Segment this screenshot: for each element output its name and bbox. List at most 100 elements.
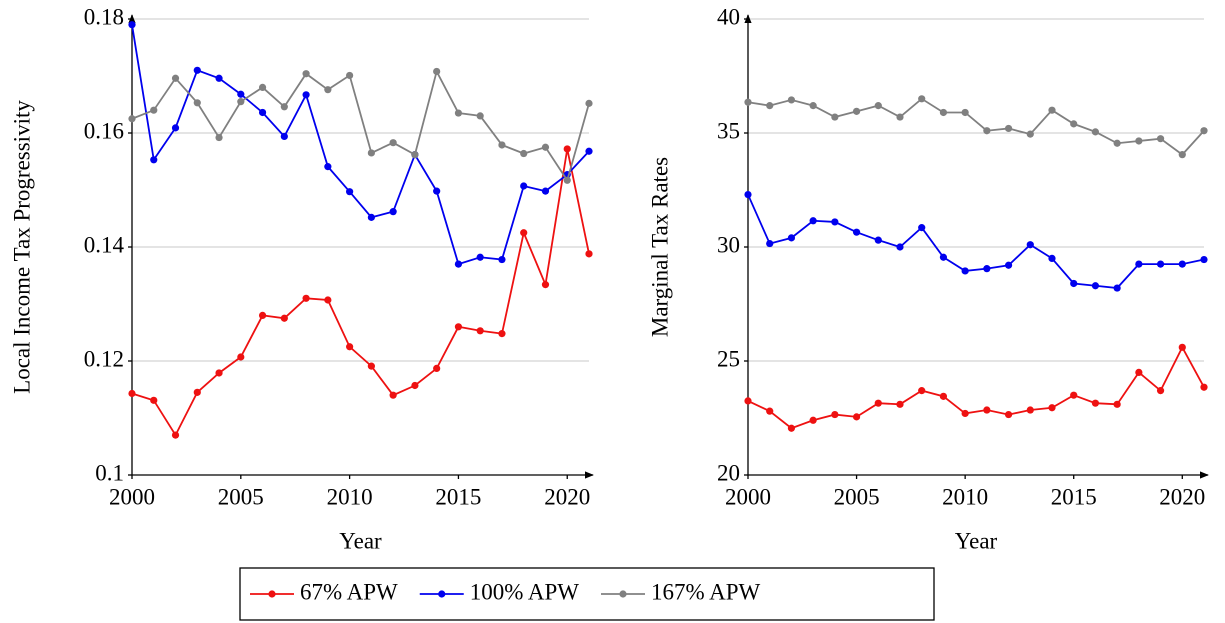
- data-point: [454, 260, 463, 268]
- legend-marker: [268, 590, 276, 598]
- series-line: [747, 97, 1205, 156]
- y-tick-label: 0.14: [84, 232, 125, 257]
- y-tick-label: 0.16: [84, 118, 124, 143]
- data-point: [171, 74, 180, 82]
- data-point: [541, 281, 550, 289]
- data-point: [215, 369, 223, 377]
- data-point: [128, 389, 136, 398]
- y-tick-label: 0.1: [95, 460, 124, 485]
- data-point: [918, 387, 926, 395]
- data-point: [1048, 404, 1056, 412]
- x-tick-label: 2000: [109, 484, 155, 509]
- data-point: [280, 132, 288, 141]
- data-point: [346, 71, 354, 80]
- data-point: [896, 400, 904, 408]
- data-point: [389, 391, 397, 399]
- data-point: [258, 83, 267, 91]
- data-point: [896, 113, 904, 121]
- data-point: [563, 145, 571, 153]
- data-point: [171, 431, 180, 439]
- x-tick-label: 2015: [1051, 484, 1097, 509]
- data-point: [193, 388, 201, 396]
- x-tick-label: 2005: [834, 484, 880, 509]
- data-point: [766, 407, 774, 415]
- y-axis-label: Local Income Tax Progressivity: [9, 100, 34, 394]
- data-point: [454, 323, 463, 331]
- data-point: [498, 141, 506, 149]
- data-point: [193, 66, 201, 74]
- x-axis-label: Year: [955, 528, 998, 553]
- data-point: [367, 149, 375, 157]
- legend-marker: [438, 590, 446, 598]
- data-point: [1026, 406, 1034, 414]
- data-point: [498, 255, 506, 264]
- data-point: [1091, 128, 1100, 136]
- data-point: [939, 108, 948, 117]
- data-point: [128, 115, 136, 123]
- y-tick-label: 40: [717, 4, 740, 29]
- data-point: [1004, 410, 1013, 419]
- y-tick-label: 0.18: [84, 4, 124, 29]
- data-point: [1048, 106, 1056, 114]
- data-point: [809, 416, 817, 424]
- data-point: [389, 208, 397, 216]
- data-point: [193, 99, 201, 107]
- data-point: [346, 343, 354, 351]
- y-tick-label: 25: [717, 346, 740, 371]
- data-point: [302, 294, 310, 302]
- data-point: [215, 133, 223, 142]
- data-point: [520, 229, 528, 237]
- data-point: [476, 327, 484, 335]
- data-point: [983, 265, 991, 273]
- data-point: [1026, 241, 1034, 249]
- data-point: [1135, 368, 1143, 376]
- data-point: [939, 392, 948, 400]
- series-line: [131, 68, 590, 183]
- data-point: [744, 397, 752, 405]
- data-point: [787, 424, 796, 432]
- data-point: [961, 267, 969, 275]
- data-point: [367, 362, 375, 370]
- legend-label: 100% APW: [470, 579, 580, 604]
- data-point: [411, 151, 419, 159]
- data-point: [831, 113, 839, 121]
- data-point: [563, 176, 571, 184]
- data-point: [585, 250, 593, 258]
- data-point: [324, 296, 332, 304]
- x-tick-label: 2015: [435, 484, 481, 509]
- data-point: [215, 74, 223, 82]
- y-tick-label: 35: [717, 118, 740, 143]
- data-point: [1178, 343, 1186, 351]
- data-point: [918, 95, 926, 103]
- data-point: [433, 67, 441, 76]
- data-point: [744, 98, 752, 106]
- data-point: [1113, 284, 1121, 292]
- data-point: [766, 102, 774, 110]
- data-point: [1070, 120, 1078, 128]
- data-point: [831, 410, 839, 419]
- data-point: [302, 70, 310, 78]
- data-point: [1178, 151, 1186, 159]
- data-point: [1048, 254, 1056, 262]
- data-point: [744, 190, 752, 199]
- data-point: [541, 143, 550, 151]
- data-point: [541, 187, 550, 195]
- data-point: [585, 147, 593, 155]
- data-point: [280, 103, 288, 111]
- data-point: [150, 156, 158, 164]
- series-line: [747, 345, 1205, 430]
- data-point: [1135, 137, 1143, 145]
- x-axis-label: Year: [339, 528, 382, 553]
- data-point: [1156, 260, 1165, 268]
- data-point: [150, 396, 158, 404]
- data-point: [171, 124, 180, 132]
- data-point: [498, 330, 506, 338]
- data-point: [520, 149, 528, 158]
- data-point: [1156, 387, 1165, 395]
- data-point: [1135, 260, 1143, 268]
- data-point: [1091, 282, 1100, 290]
- data-point: [128, 21, 136, 29]
- data-point: [324, 163, 332, 171]
- data-point: [1178, 260, 1186, 268]
- data-point: [389, 139, 397, 147]
